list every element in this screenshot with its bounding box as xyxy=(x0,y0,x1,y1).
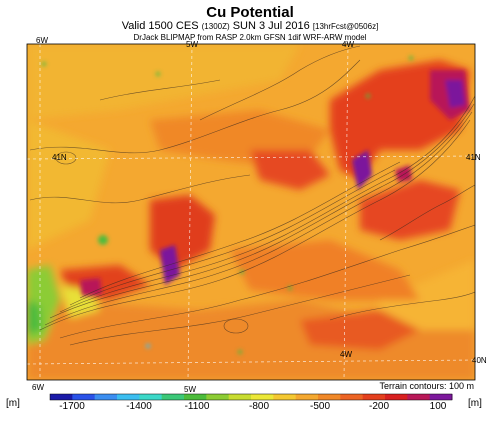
contour-12 xyxy=(99,79,221,101)
colorbar-segment xyxy=(407,394,431,400)
field-blue-spot-1 xyxy=(146,344,150,348)
contour-9 xyxy=(29,59,361,154)
lon-label-top-5w: 5W xyxy=(186,40,198,49)
colorbar-tick-label: -200 xyxy=(368,401,390,412)
colorbar-segment xyxy=(161,394,185,400)
colorbar-tick-label: -1700 xyxy=(59,401,85,412)
lon-label-top-6w: 6W xyxy=(36,36,48,45)
map-title: Cu Potential xyxy=(206,4,294,21)
field-green-spot-3 xyxy=(156,72,160,76)
contour-2 xyxy=(44,111,473,326)
field-west-yellow xyxy=(27,120,110,250)
colorbar-segment xyxy=(295,394,319,400)
colorbar-tick-label: -1400 xyxy=(126,401,152,412)
colorbar-segment xyxy=(50,394,73,400)
field-center-red xyxy=(250,150,330,190)
valid-date: SUN 3 Jul 2016 xyxy=(232,20,310,32)
contour-5 xyxy=(69,169,396,306)
field-north-yellow xyxy=(27,44,300,120)
contour-8 xyxy=(69,274,411,346)
contour-15 xyxy=(55,151,77,165)
valid-time: Valid 1500 CES xyxy=(121,20,199,32)
contour-11 xyxy=(199,45,361,121)
colorbar-segment xyxy=(206,394,230,400)
contour-7 xyxy=(59,224,475,339)
field-green-spot-7 xyxy=(238,350,242,354)
field-e-darkred xyxy=(395,165,412,182)
colorbar-segment xyxy=(228,394,252,400)
contour-10 xyxy=(29,174,251,204)
field-w-purple xyxy=(160,245,180,285)
colorbar-segment xyxy=(184,394,207,400)
colorbar-segment xyxy=(117,394,140,400)
contour-6 xyxy=(79,161,401,299)
forecast-info: [13hrFcst@0506z] xyxy=(312,22,379,31)
colorbar-segment xyxy=(139,394,163,400)
colorbar-tick-label: 100 xyxy=(429,401,447,412)
parallel-41n xyxy=(27,155,475,160)
colorbar-segment xyxy=(362,394,386,400)
field-sw-darkred xyxy=(80,278,102,296)
field-green-spot-4 xyxy=(409,56,413,60)
lon-label-bottom-6w: 6W xyxy=(32,383,44,392)
field-green-spot-6 xyxy=(288,286,292,290)
map-frame xyxy=(26,43,476,381)
colorbar-unit-left: [m] xyxy=(6,398,20,409)
field-ridge-orange xyxy=(230,240,420,300)
colorbar-segment xyxy=(429,394,453,400)
field-e-purple xyxy=(352,150,372,190)
parallel-40n xyxy=(27,359,475,365)
graticule xyxy=(27,44,475,380)
lat-label-40n-right: 40N xyxy=(472,356,487,365)
colorbar-segment xyxy=(72,394,96,400)
contour-1 xyxy=(39,119,471,331)
lon-label-bottom-5w: 5W xyxy=(184,385,196,394)
colorbar-tick-label: -800 xyxy=(248,401,270,412)
colorbar-tick-label: -1100 xyxy=(184,401,210,412)
terrain-contour-note: Terrain contours: 100 m xyxy=(379,381,474,391)
field-green-spot-8 xyxy=(366,94,370,98)
lon-label-bottom-4w: 4W xyxy=(340,350,352,359)
colorbar-segment xyxy=(318,394,341,400)
contour-14 xyxy=(379,184,475,241)
valid-time-utc: (1300Z) xyxy=(201,22,230,31)
contour-3 xyxy=(49,103,475,319)
field-layer xyxy=(27,44,475,380)
contour-4 xyxy=(59,95,475,313)
field-ne-purple xyxy=(445,80,465,108)
field-green-spot-2 xyxy=(42,62,46,66)
field-west-darkgreen xyxy=(27,300,42,335)
lat-label-41n-right: 41N xyxy=(466,153,481,162)
colorbar-unit-right: [m] xyxy=(468,398,482,409)
colorbar-segment xyxy=(251,394,274,400)
field-east-red xyxy=(360,180,460,240)
colorbar-segment xyxy=(340,394,364,400)
contour-16 xyxy=(223,318,249,334)
colorbar-segment xyxy=(273,394,297,400)
colorbar-segment xyxy=(94,394,118,400)
valid-time-line: Valid 1500 CES (1300Z) SUN 3 Jul 2016 [1… xyxy=(0,20,500,32)
colorbar-frame xyxy=(49,393,453,401)
meridian-5w xyxy=(187,44,193,380)
field-green-spot-1 xyxy=(98,235,108,245)
meridian-4w xyxy=(343,44,349,380)
colorbar-tick-label: -500 xyxy=(309,401,331,412)
lat-label-41n-left: 41N xyxy=(52,153,67,162)
terrain-contours xyxy=(29,45,475,346)
lon-label-top-4w: 4W xyxy=(342,40,354,49)
colorbar-segment xyxy=(385,394,408,400)
model-description: DrJack BLIPMAP from RASP 2.0km GFSN 1dif… xyxy=(133,33,367,42)
contour-13 xyxy=(329,291,475,321)
